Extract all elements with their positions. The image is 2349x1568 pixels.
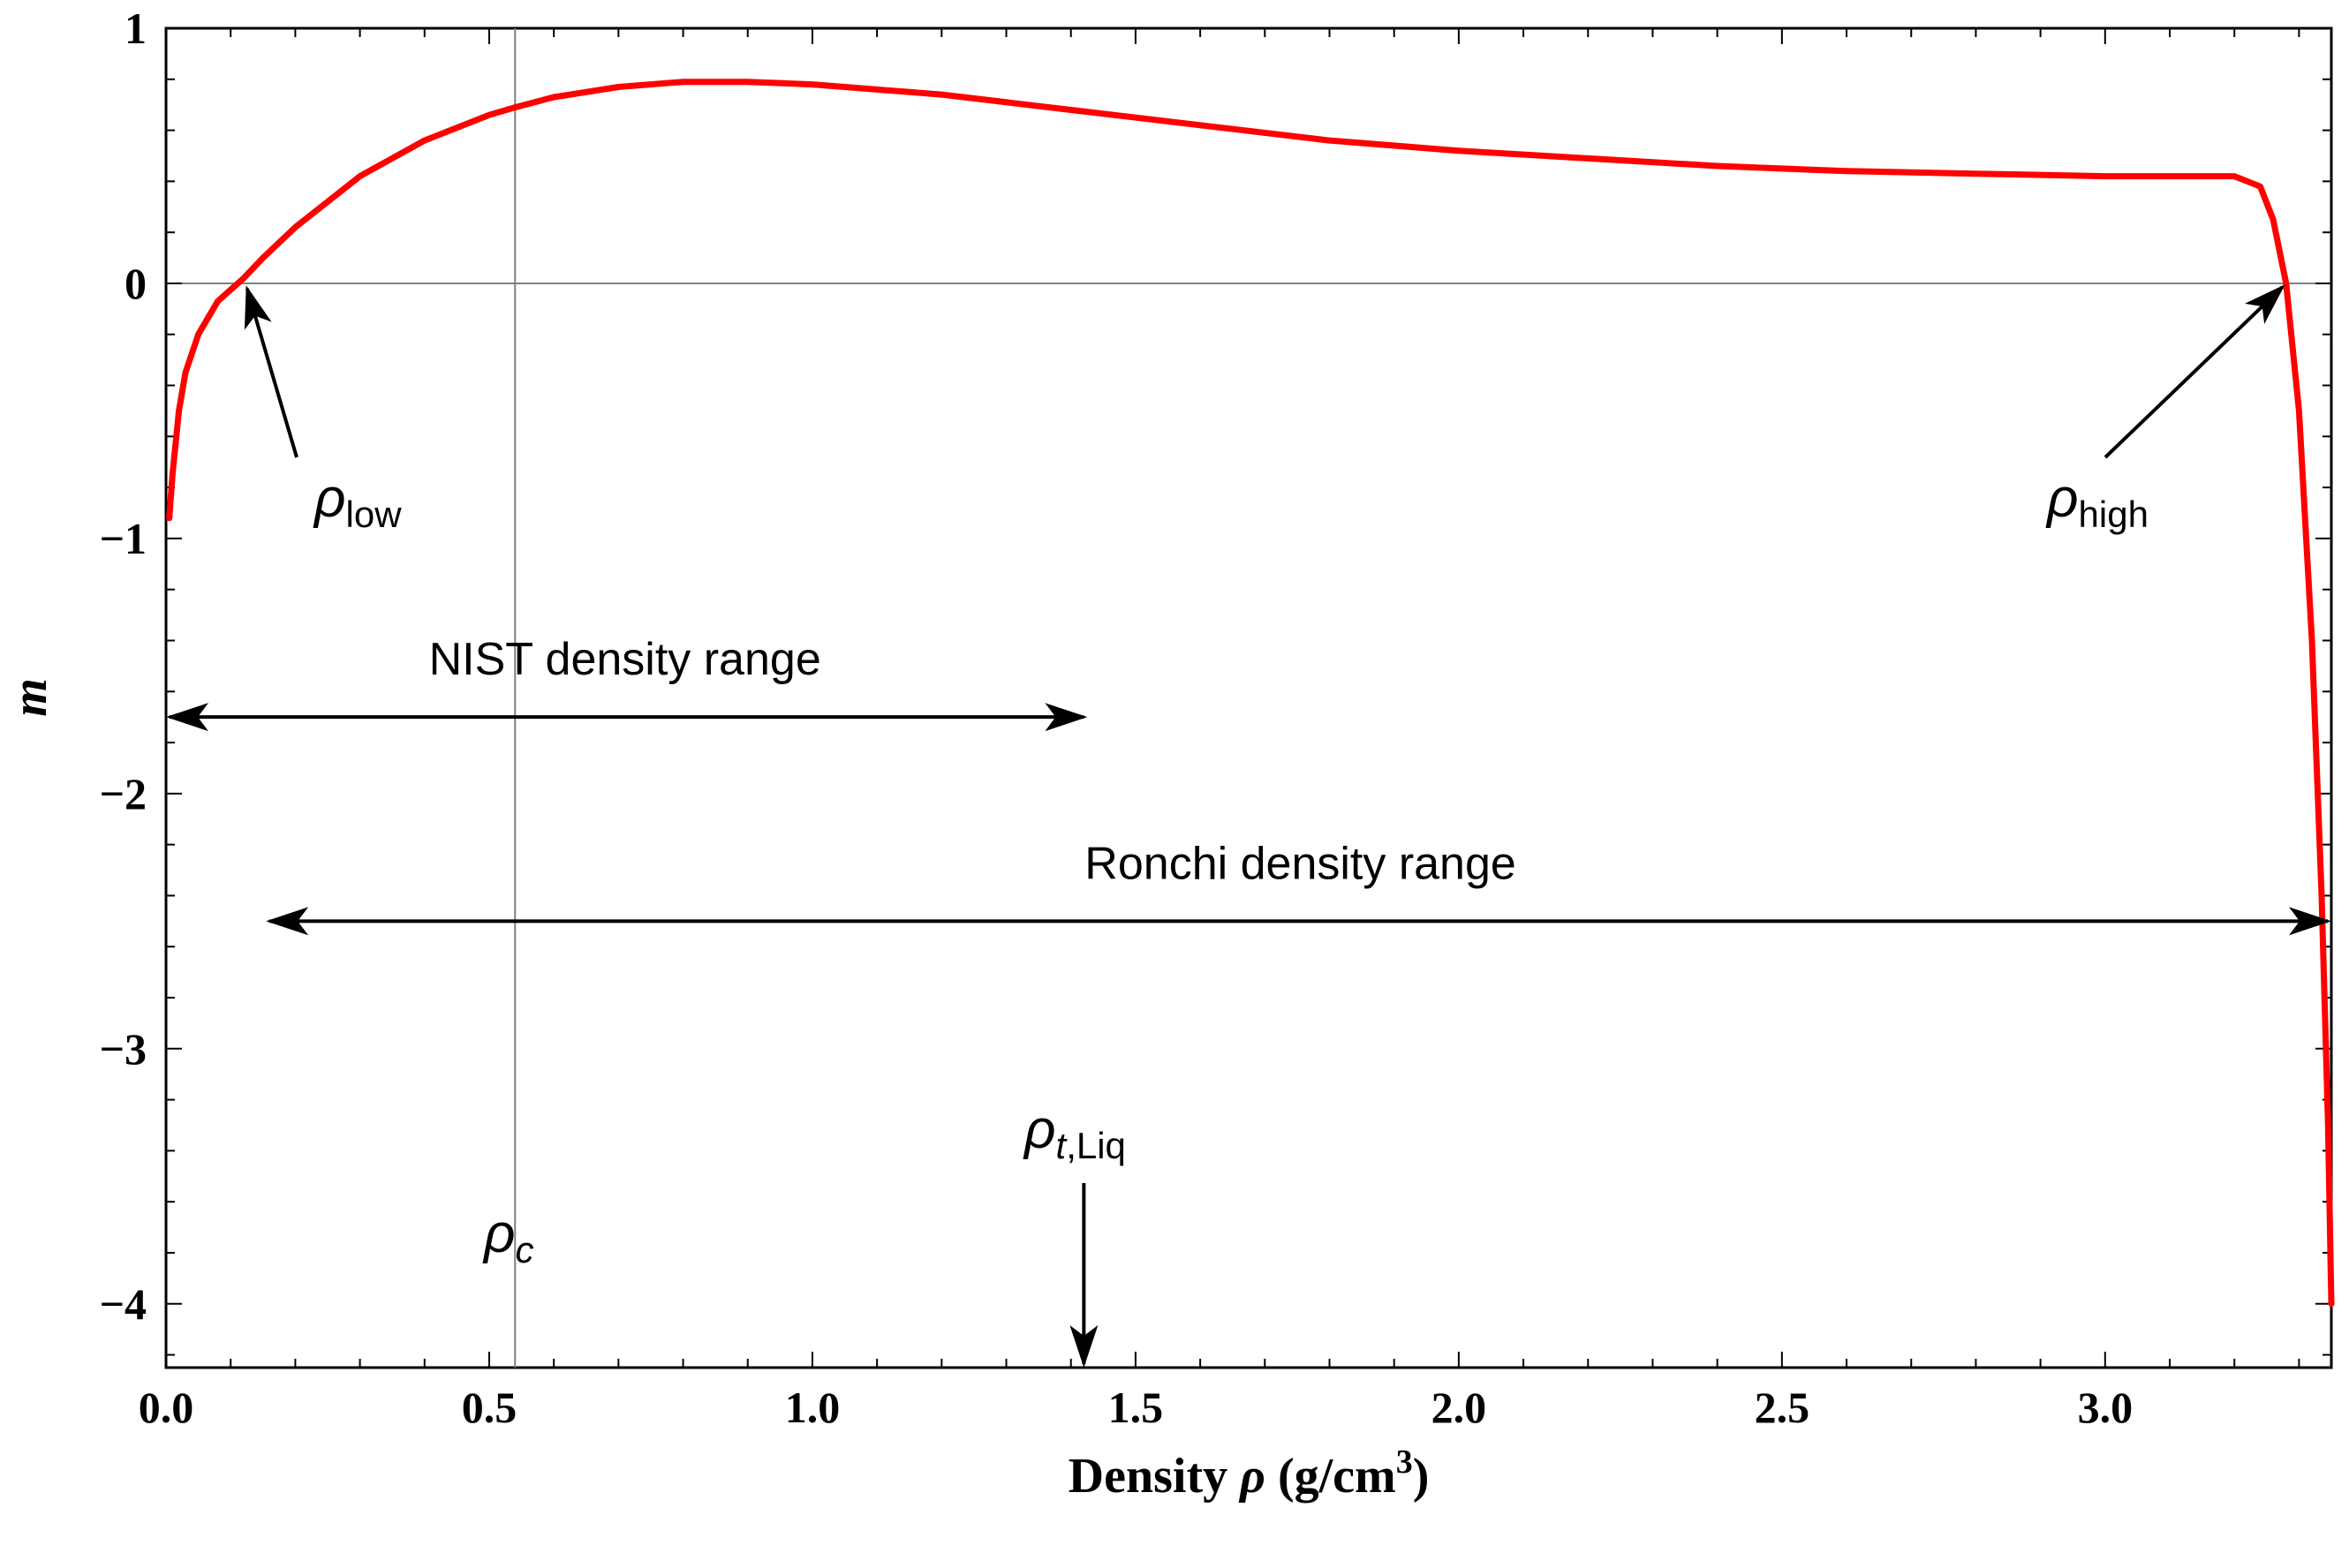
rho-t-liq-symbol: ρ [1023,1099,1056,1160]
nist-range-label: NIST density range [429,634,821,685]
rho-low-arrow [244,285,298,458]
x-tick-label: 0.5 [462,1383,517,1432]
x-axis-title-word: Density [1069,1449,1227,1504]
x-tick-label: 2.5 [1755,1383,1810,1432]
x-tick-label: 3.0 [2078,1383,2134,1432]
ronchi-range-label: Ronchi density range [1084,838,1516,889]
y-tick-label: 1 [125,4,147,53]
rho-t-liq-subscript-t: t [1056,1125,1069,1166]
x-tick-label: 0.0 [139,1383,194,1432]
rho-c-subscript: c [516,1229,534,1270]
rho-low-symbol: ρ [313,468,346,529]
x-axis-title-units: (g/cm [1278,1449,1396,1504]
y-tick-label: −4 [100,1279,147,1329]
y-tick-label: −3 [100,1024,147,1074]
rho-t-liq-subscript-liq: ,Liq [1066,1125,1126,1166]
x-axis-title-close: ) [1413,1449,1430,1504]
x-axis-title-exponent: 3 [1396,1444,1413,1481]
y-tick-label: −1 [100,514,147,563]
y-tick-label: 0 [125,259,147,308]
plot-frame [164,26,2333,1369]
rho-high-subscript: high [2079,494,2149,535]
y-axis-title: m [3,678,57,717]
rho-high-label: ρhigh [2045,468,2149,535]
x-tick-label: 2.0 [1431,1383,1487,1432]
series-m-line [166,79,2335,1308]
x-axis-ticks: 0.0 0.5 1.0 1.5 2.0 2.5 3.0 [139,28,2300,1432]
x-axis-title: Density ρ (g/cm3) [1069,1444,1430,1504]
rho-low-label: ρlow [313,468,402,535]
x-axis-title-symbol: ρ [1238,1449,1265,1504]
rho-c-symbol: ρ [482,1203,516,1264]
y-tick-label: −2 [100,769,147,818]
y-axis-ticks: 1 0 −1 −2 −3 −4 [100,4,2331,1356]
rho-high-symbol: ρ [2045,468,2079,529]
rho-t-liq-label: ρt,Liq [1023,1099,1126,1166]
rho-low-subscript: low [346,494,403,535]
x-tick-label: 1.5 [1108,1383,1164,1432]
rho-c-label: ρc [482,1203,534,1270]
rho-high-arrow [2104,284,2285,459]
x-tick-label: 1.0 [785,1383,841,1432]
